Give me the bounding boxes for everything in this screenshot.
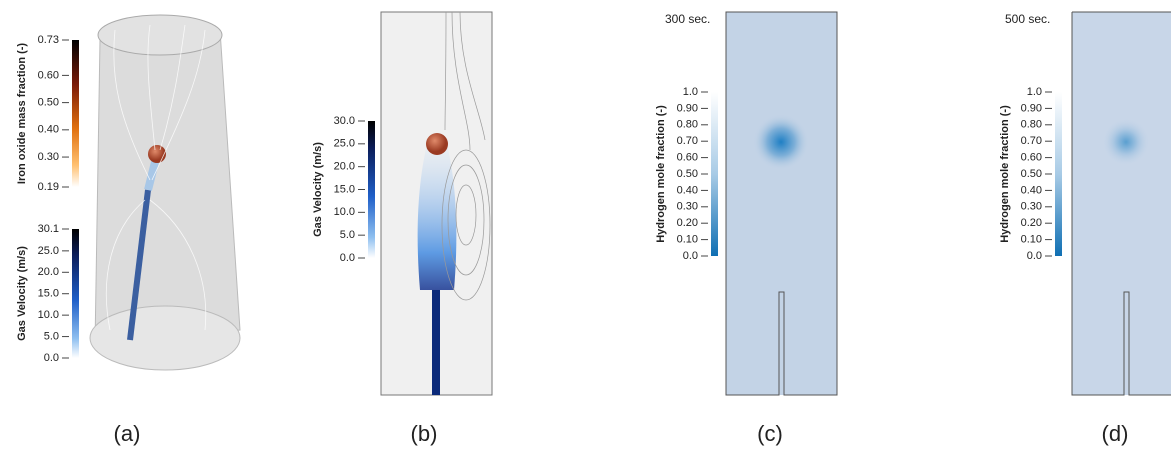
caption: (d) (1102, 421, 1129, 446)
tick-label: 15.0 (334, 183, 355, 195)
tick-label: 0.20 (1021, 217, 1042, 229)
tick-label: 0.80 (677, 119, 698, 131)
colorbar-label: Gas Velocity (m/s) (312, 142, 324, 237)
time-label: 300 sec. (665, 12, 710, 26)
tick-label: 0.40 (677, 184, 698, 196)
tick-label: 0.20 (677, 217, 698, 229)
colorbar-label: Hydrogen mole fraction (-) (655, 105, 667, 243)
tick-label: 0.30 (38, 151, 59, 163)
time-label: 500 sec. (1005, 12, 1050, 26)
tick-label: 0.10 (1021, 234, 1042, 246)
tick-label: 0.90 (677, 102, 698, 114)
tick-label: 0.60 (38, 69, 59, 81)
tick-label: 0.40 (38, 124, 59, 136)
colorbar (72, 40, 79, 187)
tick-label: 0.50 (38, 97, 59, 109)
tick-label: 0.30 (677, 201, 698, 213)
tick-label: 0.90 (1021, 102, 1042, 114)
tick-label: 25.0 (334, 138, 355, 150)
hydrogen-view-500 (1071, 11, 1171, 396)
tick-label: 0.30 (1021, 201, 1042, 213)
tick-label: 0.60 (677, 152, 698, 164)
tick-label: 0.0 (1027, 250, 1042, 262)
tick-label: 0.70 (677, 135, 698, 147)
tick-label: 0.0 (340, 252, 355, 264)
caption: (a) (114, 421, 141, 446)
colorbar-label: Iron oxide mass fraction (-) (16, 43, 28, 185)
tick-label: 10.0 (334, 206, 355, 218)
colorbar (711, 92, 718, 256)
colorbar (368, 121, 375, 258)
tick-label: 0.60 (1021, 152, 1042, 164)
colorbar-label: Gas Velocity (m/s) (16, 246, 28, 341)
tick-label: 0.70 (1021, 135, 1042, 147)
colorbar (1055, 92, 1062, 256)
tick-label: 1.0 (683, 86, 698, 98)
tick-label: 30.0 (334, 115, 355, 127)
caption: (b) (411, 421, 438, 446)
hydrogen-view-300 (725, 11, 838, 396)
tick-label: 0.0 (44, 352, 59, 364)
tick-label: 25.0 (38, 245, 59, 257)
tick-label: 0.50 (677, 168, 698, 180)
tick-label: 10.0 (38, 309, 59, 321)
tick-label: 0.50 (1021, 168, 1042, 180)
tick-label: 5.0 (340, 229, 355, 241)
tick-label: 15.0 (38, 288, 59, 300)
tick-label: 20.0 (38, 266, 59, 278)
tick-label: 5.0 (44, 330, 59, 342)
tick-label: 0.40 (1021, 184, 1042, 196)
tick-label: 0.0 (683, 250, 698, 262)
caption: (c) (757, 421, 783, 446)
tick-label: 0.80 (1021, 119, 1042, 131)
colorbar (72, 229, 79, 358)
tick-label: 0.73 (38, 34, 59, 46)
tick-label: 30.1 (38, 223, 59, 235)
tick-label: 1.0 (1027, 86, 1042, 98)
cylinder-view (89, 14, 241, 371)
tick-label: 0.19 (38, 181, 59, 193)
colorbar-label: Hydrogen mole fraction (-) (999, 105, 1011, 243)
tick-label: 20.0 (334, 161, 355, 173)
tick-label: 0.10 (677, 234, 698, 246)
velocity-view (380, 11, 493, 396)
